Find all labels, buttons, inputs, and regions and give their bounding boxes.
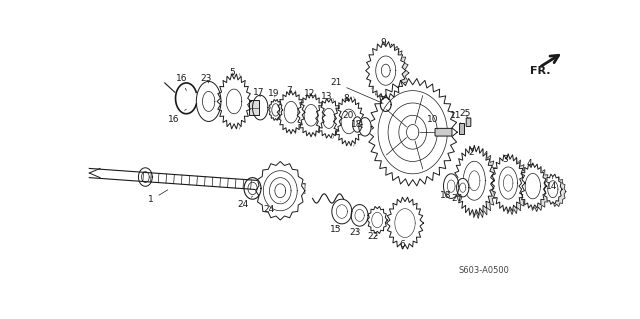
Text: S603-A0500: S603-A0500 bbox=[459, 266, 510, 275]
Polygon shape bbox=[495, 156, 529, 215]
Text: 4: 4 bbox=[527, 159, 533, 167]
Text: 11: 11 bbox=[450, 111, 461, 123]
Text: 13: 13 bbox=[321, 92, 332, 101]
Polygon shape bbox=[456, 178, 469, 197]
Text: 14: 14 bbox=[546, 177, 557, 191]
Text: 18: 18 bbox=[351, 120, 362, 129]
Polygon shape bbox=[269, 100, 283, 120]
Text: 15: 15 bbox=[330, 225, 342, 234]
Polygon shape bbox=[492, 154, 525, 212]
Text: 20: 20 bbox=[452, 194, 463, 203]
Text: FR.: FR. bbox=[530, 66, 550, 76]
Text: 8: 8 bbox=[344, 94, 349, 103]
FancyBboxPatch shape bbox=[466, 118, 471, 126]
FancyBboxPatch shape bbox=[435, 128, 452, 136]
Text: 23: 23 bbox=[201, 74, 212, 83]
Text: 21: 21 bbox=[330, 78, 383, 103]
Polygon shape bbox=[277, 91, 305, 134]
Text: 16: 16 bbox=[168, 109, 186, 124]
Text: 7: 7 bbox=[287, 86, 292, 95]
Polygon shape bbox=[543, 174, 562, 204]
Text: 2: 2 bbox=[468, 148, 474, 157]
Polygon shape bbox=[369, 44, 409, 102]
Text: 25: 25 bbox=[460, 109, 471, 118]
Bar bbox=[250, 100, 259, 115]
Text: 18: 18 bbox=[440, 191, 452, 200]
Text: 20: 20 bbox=[342, 111, 357, 122]
Polygon shape bbox=[365, 42, 406, 100]
Polygon shape bbox=[547, 176, 566, 206]
Polygon shape bbox=[368, 78, 458, 186]
Polygon shape bbox=[90, 168, 305, 193]
Text: 23: 23 bbox=[349, 228, 360, 237]
Polygon shape bbox=[458, 148, 498, 219]
Polygon shape bbox=[523, 165, 550, 211]
Text: 1: 1 bbox=[148, 190, 168, 204]
Polygon shape bbox=[367, 206, 387, 234]
Polygon shape bbox=[444, 174, 459, 198]
Polygon shape bbox=[519, 163, 547, 209]
Polygon shape bbox=[332, 199, 352, 224]
Polygon shape bbox=[255, 161, 305, 220]
Polygon shape bbox=[316, 99, 342, 138]
Bar bbox=[459, 123, 463, 134]
Text: 6: 6 bbox=[399, 240, 404, 249]
Text: 19: 19 bbox=[268, 89, 280, 98]
Text: 24: 24 bbox=[264, 202, 280, 214]
Polygon shape bbox=[387, 197, 424, 249]
Text: 12: 12 bbox=[304, 89, 316, 98]
Text: 10: 10 bbox=[427, 115, 438, 129]
Polygon shape bbox=[454, 145, 494, 216]
Polygon shape bbox=[359, 118, 371, 136]
Text: 9: 9 bbox=[381, 38, 387, 47]
Text: 3: 3 bbox=[502, 155, 508, 164]
Text: 16: 16 bbox=[176, 74, 188, 91]
Text: 22: 22 bbox=[367, 233, 378, 241]
Polygon shape bbox=[217, 74, 251, 129]
Polygon shape bbox=[353, 117, 362, 132]
Polygon shape bbox=[196, 81, 221, 122]
Polygon shape bbox=[333, 97, 364, 146]
Polygon shape bbox=[297, 94, 325, 137]
Text: 5: 5 bbox=[230, 69, 236, 78]
Text: 17: 17 bbox=[253, 88, 264, 97]
Polygon shape bbox=[253, 95, 268, 120]
Text: 24: 24 bbox=[237, 196, 253, 209]
Polygon shape bbox=[351, 204, 368, 226]
